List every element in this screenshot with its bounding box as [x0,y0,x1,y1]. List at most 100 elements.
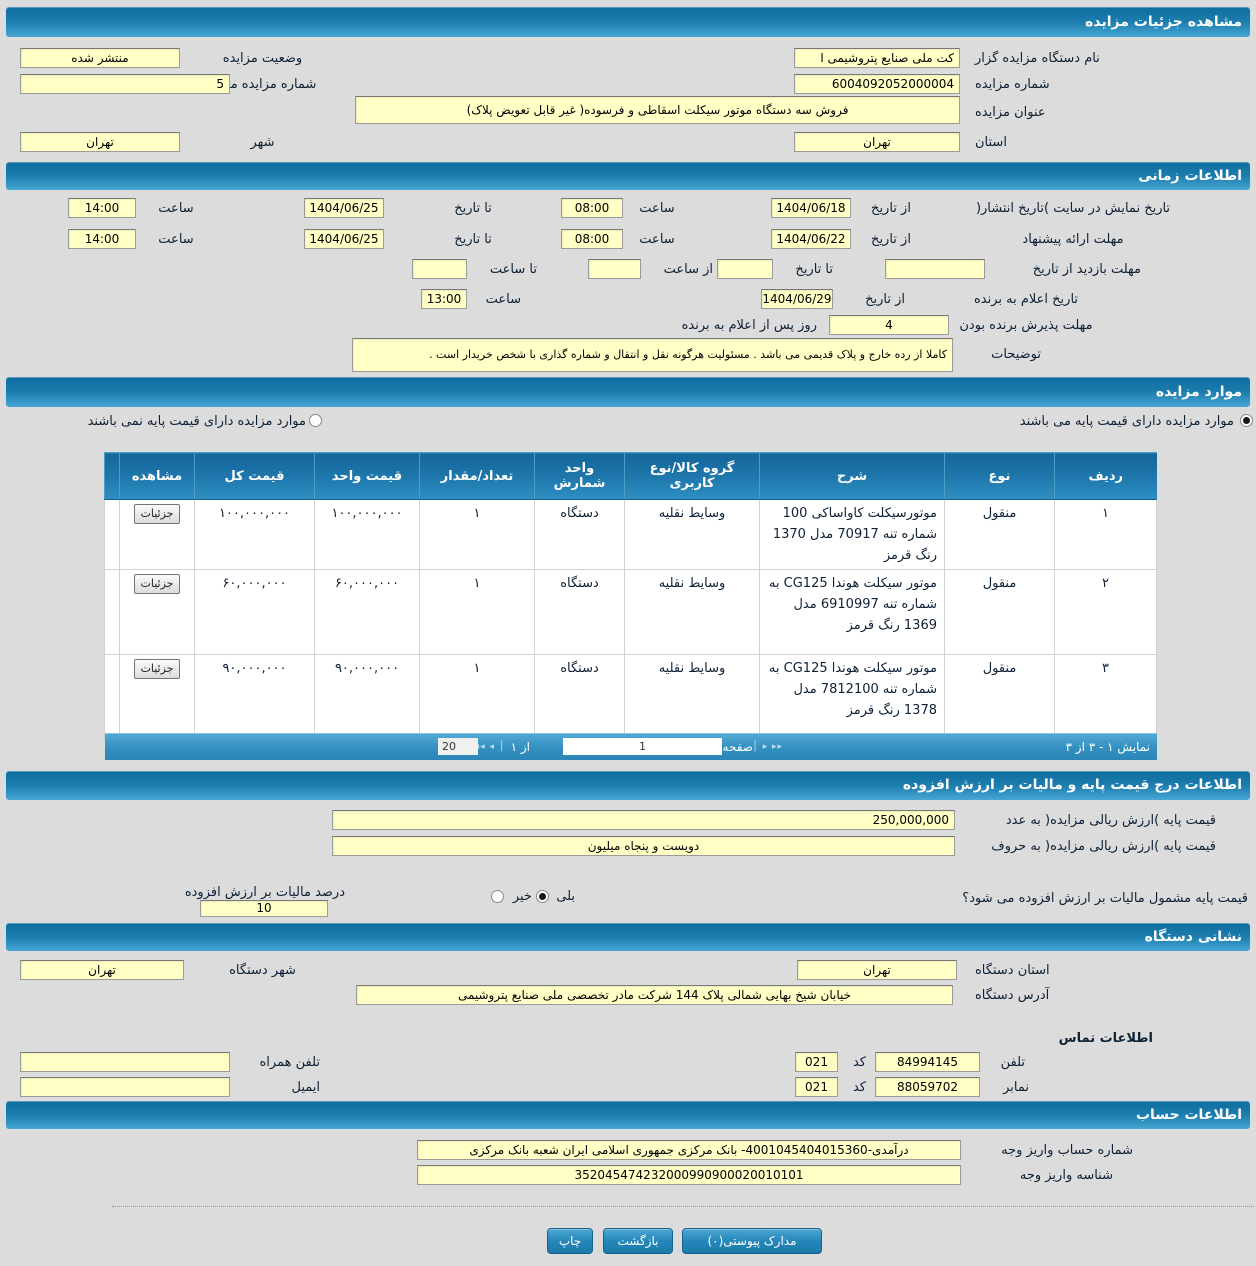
details-button[interactable]: جزئیات [133,574,181,594]
cell-spacer [104,499,120,570]
cell-total-price: ۶۰,۰۰۰,۰۰۰ [194,569,315,655]
hour-label: ساعت [158,201,194,216]
auction-number-label: شماره مزایده [975,77,1050,92]
col-quantity[interactable]: تعداد/مقدار [419,452,535,500]
offer-to-hour-field[interactable]: 14:00 [68,229,136,249]
publish-from-date-field[interactable]: 1404/06/18 [771,198,851,218]
acceptance-days-field[interactable]: 4 [829,315,949,335]
from-date-label: از تاریخ [871,232,911,247]
agency-city-field[interactable]: تهران [20,960,184,980]
auction-title-label: عنوان مزایده [975,105,1046,120]
offer-deadline-label: مهلت ارائه پیشنهاد [1022,232,1124,247]
cell-count-unit: دستگاه [534,499,625,570]
agency-city-label: شهر دستگاه [229,963,296,978]
phone-code-field[interactable]: 021 [795,1052,838,1072]
print-button[interactable]: چاپ [547,1228,593,1254]
phone-label: تلفن [1000,1055,1025,1070]
col-total-price[interactable]: قیمت کل [194,452,315,500]
col-goods-group[interactable]: گروه کالا/نوع کاربری [624,452,760,500]
cell-row-number: ۲ [1054,569,1157,655]
col-count-unit[interactable]: واحد شمارش [534,452,625,500]
auction-number-field[interactable]: 6004092052000004 [794,74,960,94]
vat-yes-label: بلی [556,889,575,904]
cell-goods-group: وسایط نقلیه [624,499,760,570]
vat-percent-field[interactable]: 10 [200,900,328,917]
email-field[interactable] [20,1077,230,1097]
col-row-number[interactable]: ردیف [1054,452,1157,500]
fax-field[interactable]: 88059702 [875,1077,980,1097]
publish-from-hour-field[interactable]: 08:00 [561,198,623,218]
back-button[interactable]: بازگشت [603,1228,673,1254]
details-button[interactable]: جزئیات [133,659,181,679]
payment-id-label: شناسه واریز وجه [1019,1168,1113,1183]
publish-to-date-field[interactable]: 1404/06/25 [304,198,384,218]
pricing-section-title: اطلاعات درج قیمت پایه و مالیات بر ارزش ا… [902,777,1242,793]
deposit-account-label: شماره حساب واریز وجه [1001,1143,1133,1158]
col-type[interactable]: نوع [944,452,1055,500]
timing-section-title: اطلاعات زمانی [1138,168,1242,184]
hour-label: ساعت [158,232,194,247]
pager-page-input[interactable]: 1 [563,738,722,755]
base-price-words-label: قیمت پایه )ارزش ریالی مزایده( به حروف [991,839,1216,854]
reference-number-field[interactable]: 5 [20,74,230,94]
winner-announce-label: تاریخ اعلام به برنده [973,292,1079,307]
offer-from-hour-field[interactable]: 08:00 [561,229,623,249]
cell-row-number: ۳ [1054,654,1157,740]
from-date-label: از تاریخ [865,292,905,307]
cell-total-price: ۱۰۰,۰۰۰,۰۰۰ [194,499,315,570]
cell-type: منقول [944,569,1055,655]
items-table-header-row: ردیف نوع شرح گروه کالا/نوع کاربری واحد ش… [104,452,1157,500]
notes-field[interactable]: کاملا از رده خارج و پلاک قدیمی می باشد .… [352,338,953,372]
winner-hour-field[interactable]: 13:00 [421,289,467,309]
visit-to-hour-field[interactable] [412,259,467,279]
winner-date-field[interactable]: 1404/06/29 [761,289,833,309]
city-field[interactable]: تهران [20,132,180,152]
section-bar-items: موارد مزایده [6,377,1250,407]
agency-name-field[interactable]: کت ملی صنایع پتروشیمی ا [794,48,960,68]
cell-spacer [104,654,120,740]
status-field[interactable]: منتشر شده [20,48,180,68]
from-hour-label: از ساعت [663,262,713,277]
phone-field[interactable]: 84994145 [875,1052,980,1072]
section-bar-auction-details: مشاهده جزئیات مزایده [6,7,1250,37]
agency-province-field[interactable]: تهران [797,960,957,980]
offer-to-date-field[interactable]: 1404/06/25 [304,229,384,249]
base-price-words-field[interactable]: دویست و پنجاه میلیون [332,836,955,856]
city-label: شهر [250,135,275,150]
offer-from-date-field[interactable]: 1404/06/22 [771,229,851,249]
vat-radio-group: بلی خیر [490,888,575,906]
visit-to-date-field[interactable] [717,259,773,279]
attachments-button[interactable]: مدارک پیوستی(۰) [682,1228,822,1254]
province-field[interactable]: تهران [794,132,960,152]
radio-items-with-base-price[interactable] [1240,414,1253,427]
mobile-field[interactable] [20,1052,230,1072]
vat-yes-radio[interactable] [536,890,550,903]
acceptance-days-suffix: روز پس از اعلام به برنده [681,318,817,333]
col-unit-price[interactable]: قیمت واحد [314,452,420,500]
cell-spacer [104,569,120,655]
auction-title-field[interactable]: فروش سه دستگاه موتور سیکلت اسقاطی و فرسو… [355,96,960,124]
section-bar-account: اطلاعات حساب [6,1101,1250,1129]
visit-from-date-field[interactable] [885,259,985,279]
pager-next-last-icons[interactable]: ▸▸ ▸▏ [754,742,783,752]
mobile-label: تلفن همراه [259,1055,321,1070]
deposit-account-field[interactable]: درآمدی-4001045404015360- بانک مرکزی جمهو… [417,1140,961,1160]
status-label: وضعیت مزایده [222,51,303,66]
contact-info-title: اطلاعات تماس [1058,1031,1153,1046]
publish-to-hour-field[interactable]: 14:00 [68,198,136,218]
cell-type: منقول [944,499,1055,570]
details-button[interactable]: جزئیات [133,504,181,524]
vat-no-radio[interactable] [490,890,504,903]
visit-from-hour-field[interactable] [588,259,641,279]
phone-code-label: کد [852,1055,866,1070]
pager-page-size-select[interactable]: 20 [438,738,478,755]
pager-first-prev-icons[interactable]: ▕◂ ◂◂ [474,742,503,752]
radio-items-without-base-price[interactable] [309,414,322,427]
payment-id-field[interactable]: 352045474232000990900020010101 [417,1165,961,1185]
fax-code-field[interactable]: 021 [795,1077,838,1097]
col-view[interactable]: مشاهده [119,452,195,500]
fax-label: نمابر [1003,1080,1029,1095]
col-description[interactable]: شرح [759,452,945,500]
agency-address-field[interactable]: خیابان شیخ بهایی شمالی پلاک 144 شرکت ماد… [356,985,953,1005]
base-price-numeric-field[interactable]: 250,000,000 [332,810,955,830]
